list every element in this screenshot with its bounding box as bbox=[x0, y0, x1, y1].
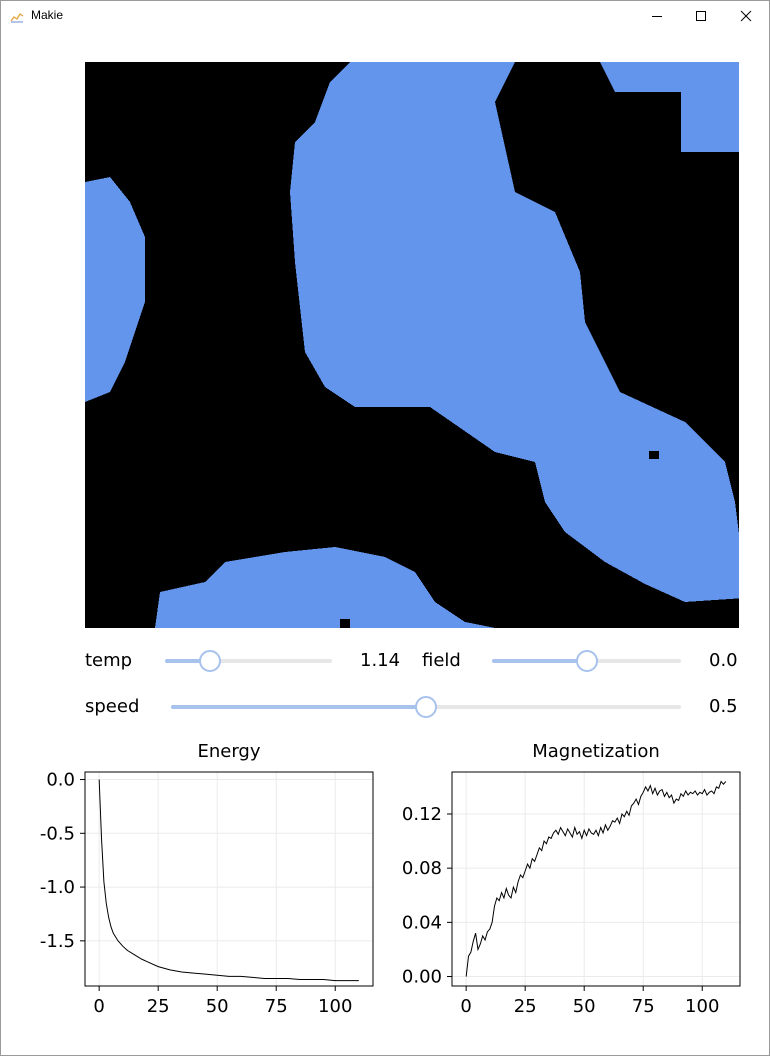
speed-slider-handle[interactable] bbox=[415, 696, 437, 718]
speed-value: 0.5 bbox=[709, 696, 738, 717]
temp-slider-handle[interactable] bbox=[199, 650, 222, 672]
close-button[interactable] bbox=[723, 1, 769, 31]
temp-label: temp bbox=[85, 650, 133, 671]
field-slider-fill bbox=[492, 659, 587, 663]
spin-up-domain bbox=[155, 547, 495, 628]
energy-plot-title: Energy bbox=[197, 741, 261, 762]
magnetization-x-tick-label: 75 bbox=[632, 996, 655, 1017]
spin-up-domain bbox=[85, 177, 145, 402]
energy-x-tick-label: 25 bbox=[147, 996, 170, 1017]
field-slider-handle[interactable] bbox=[575, 650, 598, 672]
field-label: field bbox=[422, 650, 461, 671]
energy-x-tick-label: 50 bbox=[206, 996, 229, 1017]
speed-label: speed bbox=[85, 696, 140, 717]
temp-slider-track bbox=[165, 659, 332, 663]
energy-axes-frame bbox=[84, 771, 374, 987]
magnetization-plot-title: Magnetization bbox=[532, 741, 660, 762]
temp-slider[interactable] bbox=[165, 649, 332, 673]
magnetization-x-tick-label: 50 bbox=[573, 996, 596, 1017]
temp-value: 1.14 bbox=[360, 650, 401, 671]
spin-up-domain bbox=[683, 62, 739, 147]
energy-series-line bbox=[98, 779, 359, 982]
energy-y-tick-label: -0.5 bbox=[40, 823, 75, 844]
temp-slider-fill bbox=[165, 659, 211, 663]
magnetization-axes-frame bbox=[451, 771, 741, 987]
field-value: 0.0 bbox=[709, 650, 738, 671]
energy-x-tick-label: 75 bbox=[265, 996, 288, 1017]
magnetization-chart: 0 25 50 75 100 0.00 0.04 0.08 0.12 bbox=[402, 771, 741, 1017]
minimize-button[interactable] bbox=[634, 1, 680, 31]
energy-y-tick-label: -1.5 bbox=[40, 931, 75, 952]
maximize-button[interactable] bbox=[678, 1, 724, 31]
speed-slider[interactable] bbox=[171, 695, 681, 719]
energy-y-tick-label: -1.0 bbox=[40, 877, 75, 898]
energy-y-tick-label: 0.0 bbox=[46, 770, 75, 791]
magnetization-series-line bbox=[465, 780, 727, 977]
close-icon bbox=[740, 10, 752, 22]
spin-up-domain bbox=[290, 62, 739, 602]
isolated-spin bbox=[340, 619, 350, 628]
magnetization-x-tick-label: 25 bbox=[514, 996, 537, 1017]
energy-chart: 0 25 50 75 100 0.0 -0.5 -1.0 -1.5 bbox=[40, 770, 374, 1017]
magnetization-x-tick-label: 0 bbox=[460, 996, 471, 1017]
energy-x-tick-label: 100 bbox=[318, 996, 352, 1017]
magnetization-x-tick-label: 100 bbox=[685, 996, 719, 1017]
field-slider[interactable] bbox=[492, 649, 681, 673]
magnetization-y-tick-label: 0.12 bbox=[402, 804, 442, 825]
magnetization-y-tick-label: 0.04 bbox=[402, 912, 442, 933]
minimize-icon bbox=[652, 16, 662, 17]
isolated-spin bbox=[649, 451, 659, 459]
magnetization-y-tick-label: 0.08 bbox=[402, 858, 442, 879]
title-bar: Makie bbox=[1, 1, 769, 31]
makie-app-icon bbox=[10, 13, 24, 23]
speed-slider-fill bbox=[171, 705, 426, 709]
magnetization-y-tick-label: 0.00 bbox=[402, 967, 442, 988]
maximize-icon bbox=[696, 11, 706, 21]
window-title: Makie bbox=[31, 8, 64, 22]
ising-lattice-heatmap bbox=[85, 62, 739, 628]
energy-x-tick-label: 0 bbox=[93, 996, 104, 1017]
